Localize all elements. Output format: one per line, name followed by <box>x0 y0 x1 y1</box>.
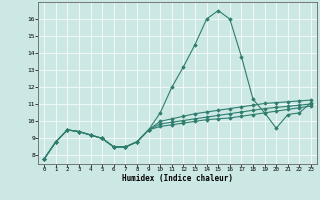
X-axis label: Humidex (Indice chaleur): Humidex (Indice chaleur) <box>122 174 233 183</box>
